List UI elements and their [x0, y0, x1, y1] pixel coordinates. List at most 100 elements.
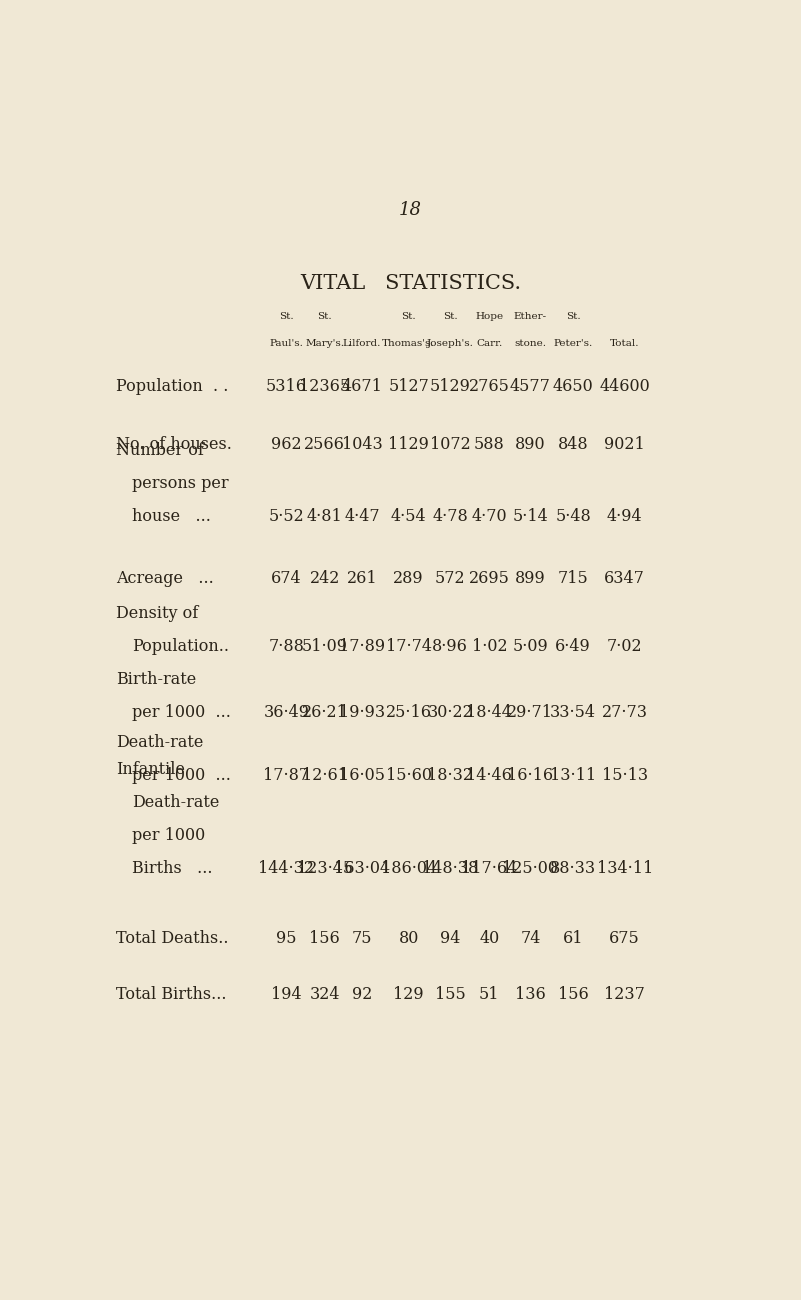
Text: stone.: stone.: [514, 339, 546, 348]
Text: 129: 129: [393, 987, 424, 1004]
Text: 5316: 5316: [266, 378, 307, 395]
Text: 16·16: 16·16: [507, 767, 553, 784]
Text: 75: 75: [352, 931, 372, 948]
Text: 95: 95: [276, 931, 296, 948]
Text: Paul's.: Paul's.: [269, 339, 304, 348]
Text: St.: St.: [443, 312, 457, 321]
Text: St.: St.: [317, 312, 332, 321]
Text: 29·71: 29·71: [507, 705, 553, 722]
Text: 92: 92: [352, 987, 372, 1004]
Text: 4·47: 4·47: [344, 508, 380, 525]
Text: 7·02: 7·02: [607, 638, 642, 655]
Text: 4650: 4650: [553, 378, 594, 395]
Text: 148·38: 148·38: [422, 861, 478, 878]
Text: 6347: 6347: [604, 569, 645, 586]
Text: Death-rate: Death-rate: [132, 794, 219, 811]
Text: 588: 588: [474, 436, 505, 452]
Text: 125·00: 125·00: [502, 861, 558, 878]
Text: 156: 156: [557, 987, 589, 1004]
Text: Births   ...: Births ...: [132, 861, 213, 878]
Text: 16·05: 16·05: [339, 767, 385, 784]
Text: 186·04: 186·04: [380, 861, 437, 878]
Text: VITAL   STATISTICS.: VITAL STATISTICS.: [300, 274, 521, 292]
Text: 17·87: 17·87: [264, 767, 309, 784]
Text: Joseph's.: Joseph's.: [427, 339, 473, 348]
Text: 5·48: 5·48: [555, 508, 591, 525]
Text: Birth-rate: Birth-rate: [115, 671, 196, 688]
Text: Thomas's.: Thomas's.: [382, 339, 435, 348]
Text: 9021: 9021: [604, 436, 645, 452]
Text: 136: 136: [515, 987, 545, 1004]
Text: 30·22: 30·22: [428, 705, 473, 722]
Text: 6·49: 6·49: [555, 638, 591, 655]
Text: per 1000  ...: per 1000 ...: [132, 705, 231, 722]
Text: 18: 18: [399, 202, 422, 218]
Text: 25·16: 25·16: [385, 705, 432, 722]
Text: house   ...: house ...: [132, 508, 211, 525]
Text: 2765: 2765: [469, 378, 509, 395]
Text: Density of: Density of: [115, 604, 198, 621]
Text: 12·61: 12·61: [302, 767, 348, 784]
Text: 890: 890: [515, 436, 545, 452]
Text: 4·70: 4·70: [472, 508, 507, 525]
Text: 26·21: 26·21: [302, 705, 348, 722]
Text: 2695: 2695: [469, 569, 509, 586]
Text: 36·49: 36·49: [264, 705, 309, 722]
Text: 4·54: 4·54: [391, 508, 426, 525]
Text: 899: 899: [515, 569, 545, 586]
Text: 8·96: 8·96: [433, 638, 468, 655]
Text: Population..: Population..: [132, 638, 229, 655]
Text: Total Births...: Total Births...: [115, 987, 226, 1004]
Text: 94: 94: [440, 931, 461, 948]
Text: 1043: 1043: [342, 436, 382, 452]
Text: per 1000: per 1000: [132, 827, 206, 844]
Text: 12365: 12365: [300, 378, 350, 395]
Text: 27·73: 27·73: [602, 705, 648, 722]
Text: 80: 80: [398, 931, 419, 948]
Text: Infantile: Infantile: [115, 760, 185, 779]
Text: persons per: persons per: [132, 474, 229, 491]
Text: 242: 242: [310, 569, 340, 586]
Text: No. of houses.: No. of houses.: [115, 436, 231, 452]
Text: Ether-: Ether-: [513, 312, 547, 321]
Text: Hope: Hope: [475, 312, 503, 321]
Text: 194: 194: [271, 987, 302, 1004]
Text: 155: 155: [435, 987, 465, 1004]
Text: 15·13: 15·13: [602, 767, 648, 784]
Text: 4577: 4577: [510, 378, 551, 395]
Text: 17·89: 17·89: [339, 638, 385, 655]
Text: 18·44: 18·44: [466, 705, 513, 722]
Text: 74: 74: [520, 931, 541, 948]
Text: 572: 572: [435, 569, 465, 586]
Text: Mary's.: Mary's.: [305, 339, 344, 348]
Text: 261: 261: [347, 569, 377, 586]
Text: 61: 61: [563, 931, 583, 948]
Text: Acreage   ...: Acreage ...: [115, 569, 213, 586]
Text: 44600: 44600: [599, 378, 650, 395]
Text: 13·11: 13·11: [550, 767, 596, 784]
Text: 123·45: 123·45: [297, 861, 353, 878]
Text: 40: 40: [479, 931, 500, 948]
Text: St.: St.: [401, 312, 416, 321]
Text: 5·14: 5·14: [513, 508, 548, 525]
Text: 675: 675: [610, 931, 640, 948]
Text: 5127: 5127: [388, 378, 429, 395]
Text: Total Deaths..: Total Deaths..: [115, 931, 228, 948]
Text: Number of: Number of: [115, 442, 203, 459]
Text: Death-rate: Death-rate: [115, 734, 203, 751]
Text: per 1000  ...: per 1000 ...: [132, 767, 231, 784]
Text: 324: 324: [310, 987, 340, 1004]
Text: 1129: 1129: [388, 436, 429, 452]
Text: 51: 51: [479, 987, 500, 1004]
Text: 4·81: 4·81: [307, 508, 343, 525]
Text: 117·64: 117·64: [461, 861, 517, 878]
Text: 19·93: 19·93: [339, 705, 385, 722]
Text: 144·32: 144·32: [259, 861, 314, 878]
Text: 88·33: 88·33: [550, 861, 596, 878]
Text: Total.: Total.: [610, 339, 639, 348]
Text: 4·78: 4·78: [433, 508, 468, 525]
Text: 18·32: 18·32: [427, 767, 473, 784]
Text: 4671: 4671: [342, 378, 383, 395]
Text: 51·09: 51·09: [302, 638, 348, 655]
Text: 1072: 1072: [430, 436, 471, 452]
